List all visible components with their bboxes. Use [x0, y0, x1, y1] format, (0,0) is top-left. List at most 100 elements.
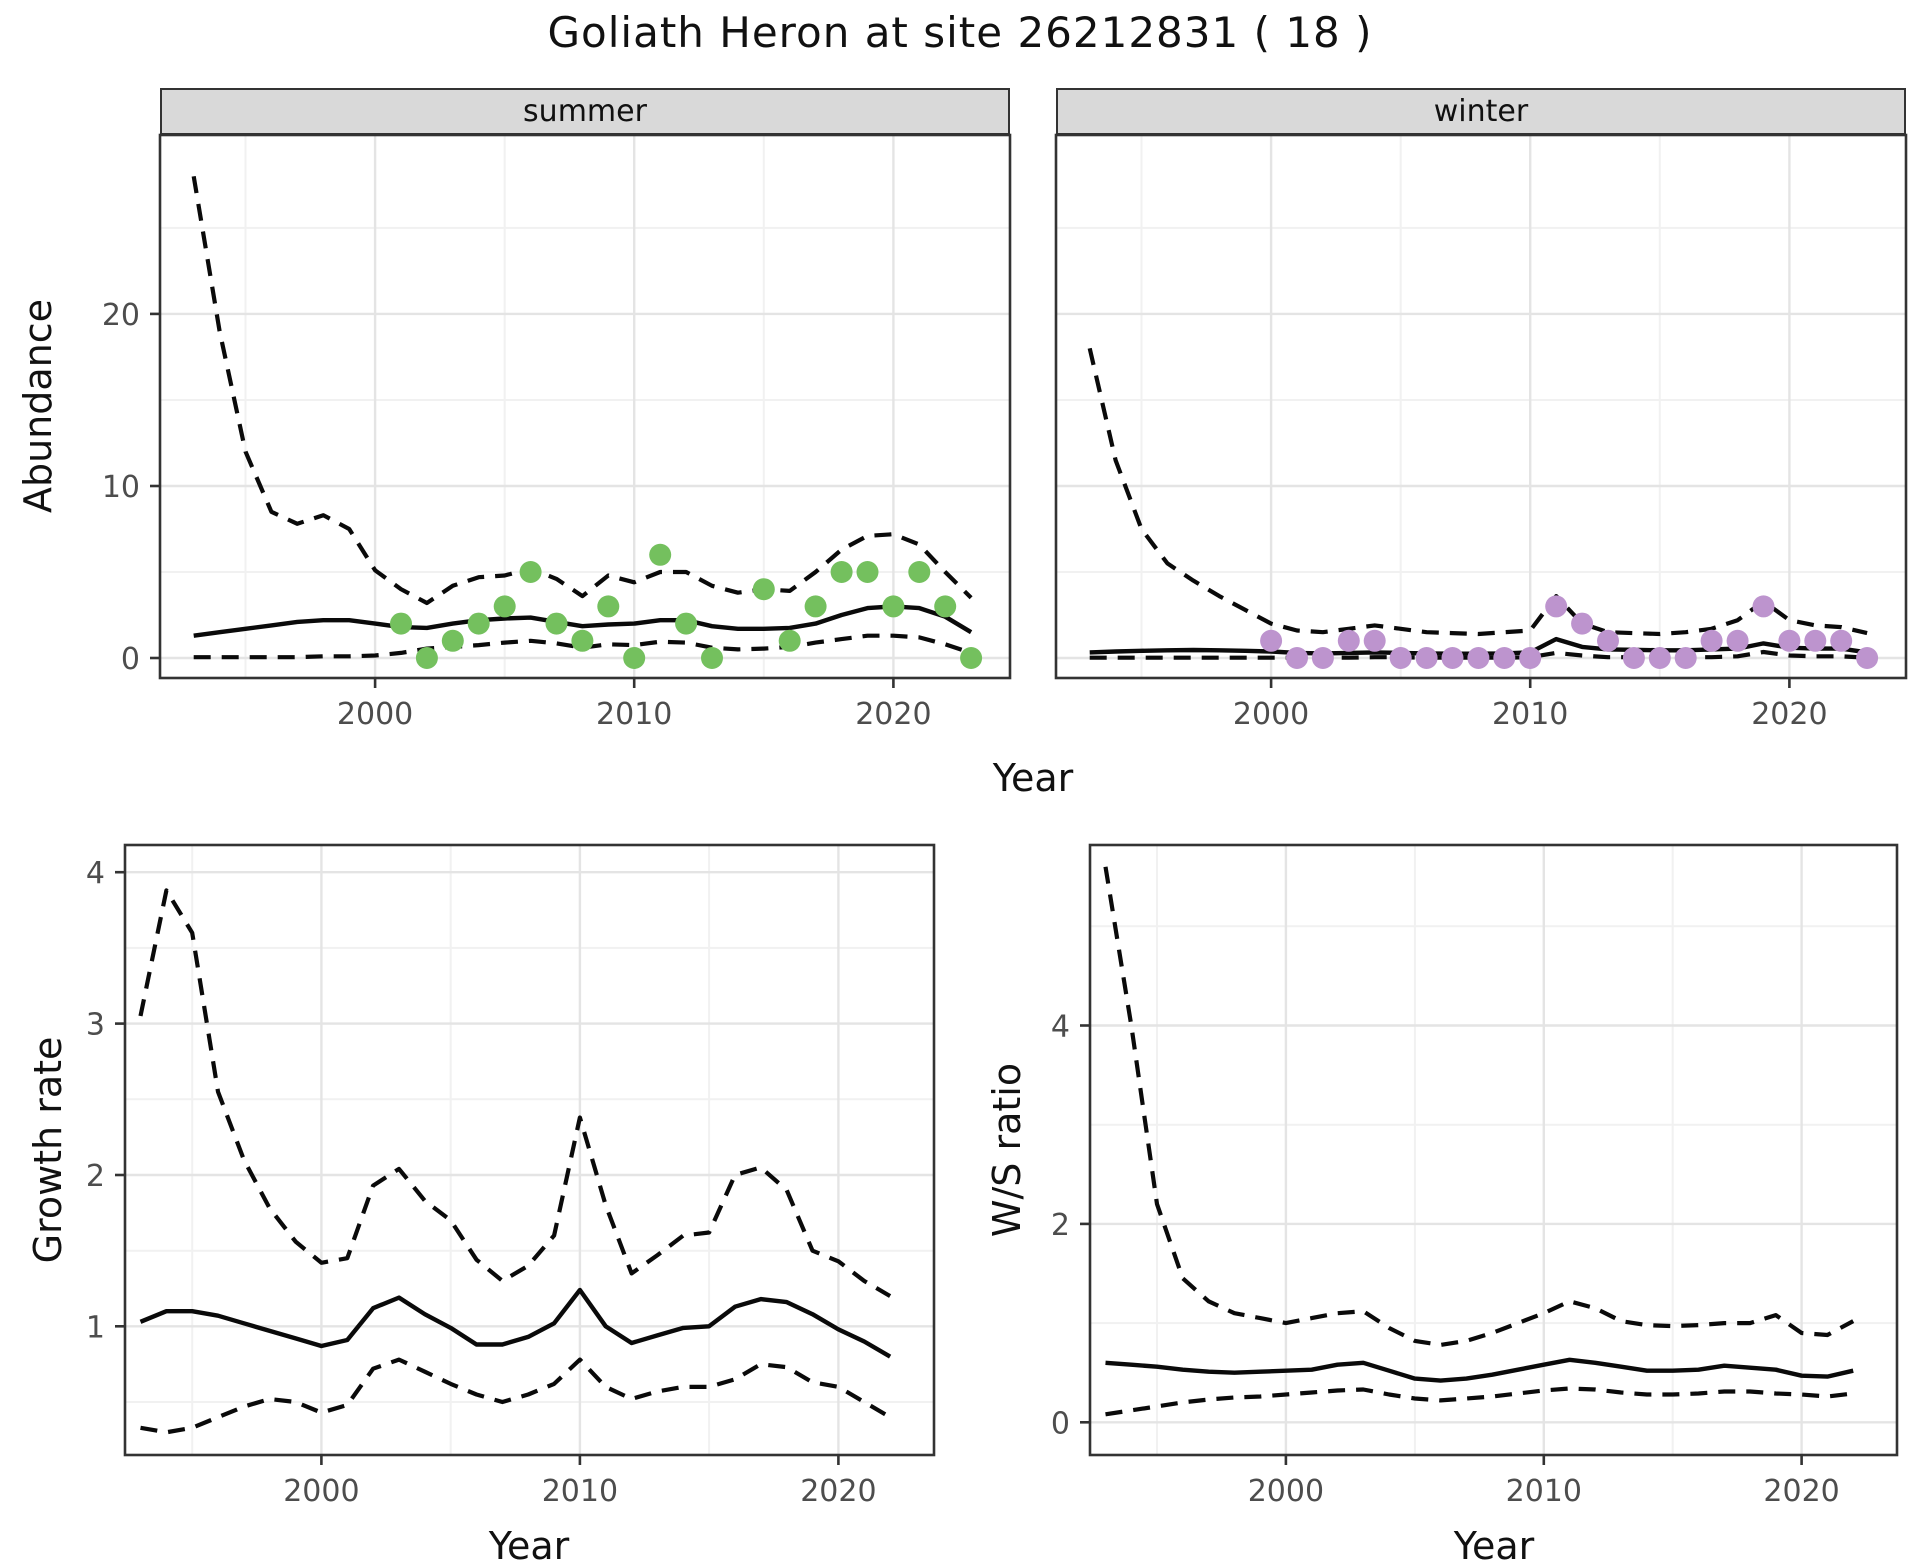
- observed-point: [1389, 647, 1412, 669]
- panel-abundance-summer: 2000 2010 2020 0 10 20: [102, 133, 1012, 732]
- xlabel-year-growth: Year: [488, 1524, 570, 1568]
- panel-growth-rate: 2000 2010 2020 1 2 3 4: [86, 843, 936, 1509]
- panel-abundance-winter: 2000 2010 2020: [1054, 133, 1908, 732]
- observed-point: [1674, 647, 1697, 669]
- axis-abundance-winter: 2000 2010 2020: [1233, 678, 1828, 732]
- y-tick-label: 2: [1051, 1208, 1070, 1243]
- observed-point: [1726, 629, 1749, 652]
- observed-point: [1260, 629, 1283, 652]
- lines-ws-ratio: [1103, 866, 1855, 1417]
- x-tick-label: 2010: [1506, 1474, 1582, 1509]
- lower-ci-line: [1105, 1386, 1854, 1417]
- observed-point: [1648, 647, 1671, 669]
- panel-border-abundance-winter: [1054, 133, 1908, 680]
- x-tick-label: 2010: [1492, 697, 1568, 732]
- facet-strip-winter: winter: [1056, 88, 1906, 135]
- x-tick-label: 2010: [596, 697, 672, 732]
- grid-major-ws-ratio: [1090, 845, 1897, 1455]
- observed-point: [1571, 612, 1594, 635]
- observed-point: [1804, 629, 1827, 652]
- panel-ws-ratio: 2000 2010 2020 0 2 4: [1051, 843, 1899, 1510]
- x-tick-label: 2020: [855, 697, 931, 732]
- observed-point: [1337, 629, 1360, 652]
- observed-point: [701, 647, 723, 669]
- observed-point: [441, 629, 464, 652]
- x-tick-label: 2020: [1751, 697, 1827, 732]
- observed-point: [1752, 595, 1775, 618]
- x-tick-label: 2020: [800, 1474, 876, 1509]
- observed-point: [1441, 647, 1464, 669]
- lines-growth-rate: [138, 888, 892, 1435]
- grid-minor-abundance-winter: [1056, 135, 1906, 678]
- y-tick-label: 20: [102, 298, 140, 333]
- y-tick-label: 4: [1051, 1010, 1070, 1045]
- y-tick-label: 3: [86, 1008, 105, 1043]
- observed-point: [1493, 647, 1516, 669]
- grid-minor-growth-rate: [125, 845, 934, 1455]
- observed-point: [1856, 647, 1879, 669]
- axis-ws-ratio: 2000 2010 2020 0 2 4: [1051, 1010, 1840, 1510]
- lower-ci-line: [193, 633, 972, 660]
- grid-minor-ws-ratio: [1090, 845, 1897, 1455]
- observed-point: [752, 578, 775, 601]
- observed-point: [1700, 629, 1723, 652]
- observed-points-abundance-summer: [390, 543, 983, 669]
- y-tick-label: 10: [102, 470, 140, 505]
- observed-point: [934, 595, 957, 618]
- panel-border-abundance-summer: [158, 133, 1012, 680]
- grid-major-growth-rate: [125, 845, 934, 1455]
- mean-line: [1105, 1357, 1854, 1383]
- grid-major-abundance-winter: [1056, 135, 1906, 678]
- figure-title: Goliath Heron at site 26212831 ( 18 ): [547, 8, 1373, 57]
- axis-growth-rate: 2000 2010 2020 1 2 3 4: [86, 856, 877, 1509]
- observed-point: [675, 612, 698, 635]
- y-tick-label: 0: [121, 642, 140, 677]
- upper-ci-line: [191, 175, 973, 606]
- observed-point: [1415, 647, 1438, 669]
- observed-point: [1519, 647, 1542, 669]
- observed-point: [467, 612, 490, 635]
- mean-line: [193, 604, 973, 638]
- facet-strip-winter-label: winter: [1433, 94, 1529, 129]
- observed-point: [1622, 647, 1645, 669]
- upper-ci-line: [138, 888, 892, 1298]
- observed-point: [493, 595, 516, 618]
- grid-major-abundance-summer: [160, 135, 1010, 678]
- y-tick-label: 0: [1051, 1406, 1070, 1441]
- x-tick-label: 2000: [337, 697, 413, 732]
- ylabel-abundance: Abundance: [16, 298, 60, 514]
- panel-border-ws-ratio: [1088, 843, 1899, 1457]
- observed-point: [830, 561, 853, 583]
- observed-points-abundance-winter: [1260, 595, 1879, 669]
- observed-point: [882, 595, 905, 618]
- facet-strip-summer-label: summer: [523, 94, 647, 129]
- upper-ci-line: [1087, 347, 1868, 637]
- observed-point: [908, 561, 931, 583]
- xlabel-year-ws: Year: [1453, 1524, 1535, 1568]
- observed-point: [778, 629, 801, 652]
- observed-point: [1778, 629, 1801, 652]
- observed-point: [1363, 629, 1386, 652]
- observed-point: [1467, 647, 1490, 669]
- upper-ci-line: [1103, 866, 1855, 1347]
- x-tick-label: 2000: [1233, 697, 1309, 732]
- observed-point: [804, 595, 827, 618]
- observed-point: [390, 612, 412, 635]
- ylabel-ws-ratio: W/S ratio: [985, 1062, 1029, 1238]
- observed-point: [623, 647, 646, 669]
- observed-point: [597, 595, 620, 618]
- axis-abundance-summer: 2000 2010 2020 0 10 20: [102, 298, 932, 732]
- observed-point: [519, 561, 542, 583]
- lower-ci-line: [1089, 649, 1868, 660]
- observed-point: [1545, 595, 1568, 618]
- observed-point: [545, 612, 568, 635]
- ylabel-growth-rate: Growth rate: [26, 1036, 70, 1264]
- observed-point: [856, 561, 879, 583]
- observed-point: [1311, 647, 1334, 669]
- observed-point: [1286, 647, 1308, 669]
- y-tick-label: 4: [86, 856, 105, 891]
- mean-line: [139, 1287, 892, 1359]
- observed-point: [415, 647, 438, 669]
- observed-point: [571, 629, 594, 652]
